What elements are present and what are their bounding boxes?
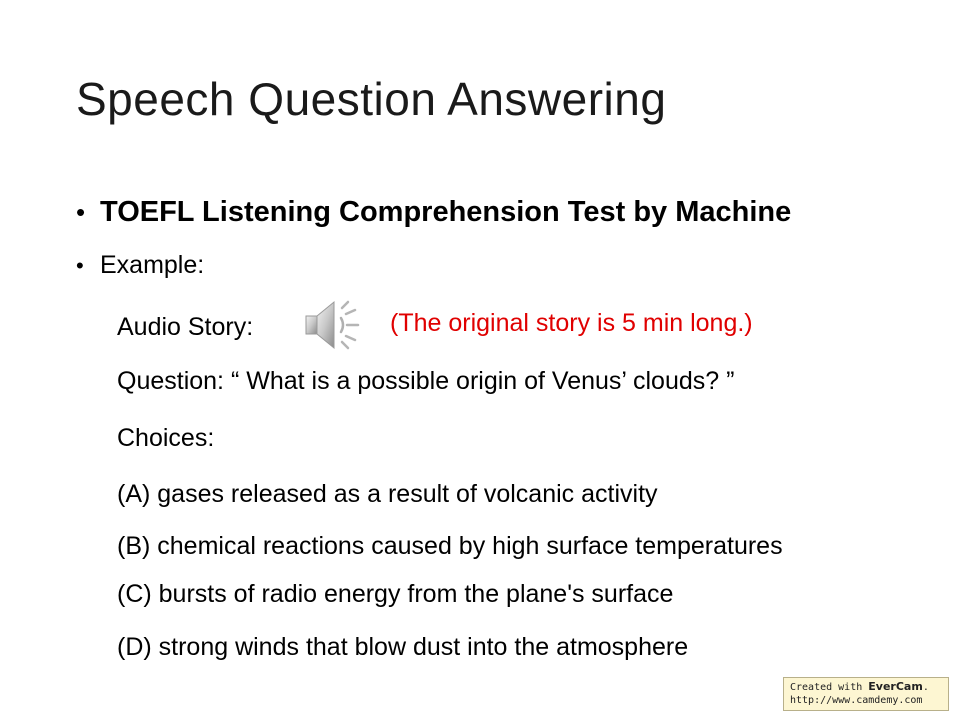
evercam-watermark[interactable]: Created with EverCam. http://www.camdemy… [783, 677, 949, 711]
watermark-brand: EverCam [868, 680, 923, 693]
bullet-dot: • [76, 253, 84, 278]
choice-c: (C) bursts of radio energy from the plan… [117, 580, 674, 608]
audio-story-label: Audio Story: [117, 313, 254, 341]
bullet-text: TOEFL Listening Comprehension Test by Ma… [100, 196, 792, 228]
speaker-icon[interactable] [300, 296, 370, 354]
question-text: Question: “ What is a possible origin of… [117, 367, 735, 395]
bullet-text: Example: [100, 251, 205, 279]
bullet-item-example: • Example: [76, 251, 204, 280]
choice-a: (A) gases released as a result of volcan… [117, 480, 658, 508]
speaker-icon-graphic [305, 300, 360, 350]
choice-d: (D) strong winds that blow dust into the… [117, 633, 689, 661]
bullet-item-toefl: • TOEFL Listening Comprehension Test by … [76, 196, 791, 229]
bullet-dot: • [76, 197, 86, 227]
watermark-line-1: Created with EverCam. [790, 680, 942, 694]
watermark-url: http://www.camdemy.com [790, 695, 923, 706]
choices-label: Choices: [117, 424, 215, 452]
audio-length-note: (The original story is 5 min long.) [390, 309, 753, 337]
watermark-prefix: Created with [790, 682, 869, 693]
choice-b: (B) chemical reactions caused by high su… [117, 532, 783, 560]
slide-title: Speech Question Answering [76, 73, 667, 125]
watermark-suffix: . [922, 682, 929, 693]
